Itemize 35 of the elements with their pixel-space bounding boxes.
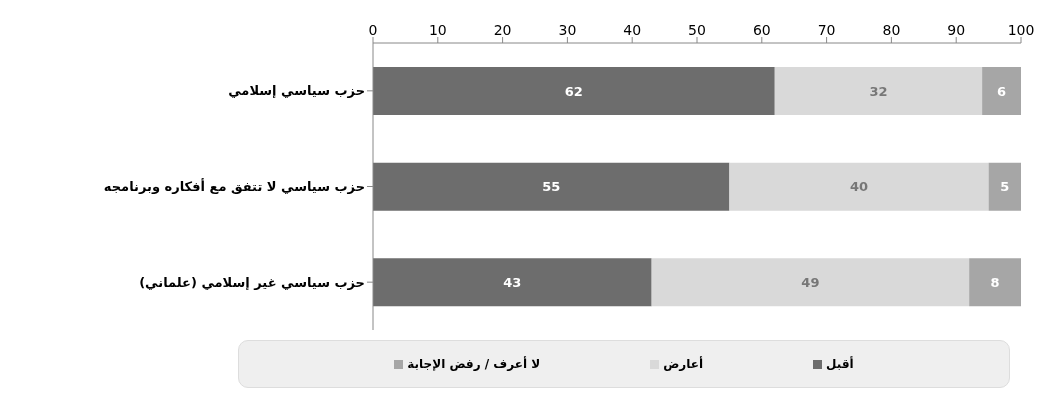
x-tick-label: 90 (947, 22, 966, 38)
data-label: 6 (997, 83, 1007, 99)
x-tick-label: 40 (623, 22, 642, 38)
bar (982, 67, 1021, 115)
bar (969, 258, 1021, 307)
data-label: 49 (801, 274, 820, 290)
bar (373, 258, 652, 307)
bar (988, 162, 1021, 211)
data-label: 40 (849, 179, 869, 195)
x-tick-label: 60 (752, 22, 771, 38)
x-tick-label: 70 (817, 22, 836, 38)
data-label: 55 (542, 179, 561, 195)
data-label: 8 (990, 274, 1000, 290)
bar (774, 67, 983, 115)
x-tick-label: 0 (368, 22, 378, 38)
x-tick-label: 100 (1007, 22, 1035, 38)
legend-label: أقبل (826, 357, 854, 371)
x-tick-label: 50 (688, 22, 706, 38)
y-tick-label: حزب سياسي إسلامي (228, 83, 365, 99)
bar (651, 258, 970, 307)
x-tick-label: 80 (882, 22, 901, 38)
x-tick-label: 20 (493, 22, 512, 38)
x-tick-label: 10 (428, 22, 447, 38)
bar (373, 162, 730, 211)
data-label: 32 (869, 83, 888, 99)
data-label: 62 (564, 83, 583, 99)
y-tick-label: حزب سياسي غير إسلامي (علماني) (139, 274, 365, 290)
legend-label: لا أعرف / رفض الإجابة (407, 357, 541, 371)
x-tick-label: 30 (558, 22, 577, 38)
data-label: 5 (1000, 179, 1010, 195)
y-tick-label: حزب سياسي لا تتفق مع أفكاره وبرنامجه (103, 178, 365, 195)
data-label: 43 (503, 274, 522, 290)
bar (729, 162, 989, 211)
legend-label: أعارض (663, 357, 704, 371)
bar (373, 67, 775, 115)
